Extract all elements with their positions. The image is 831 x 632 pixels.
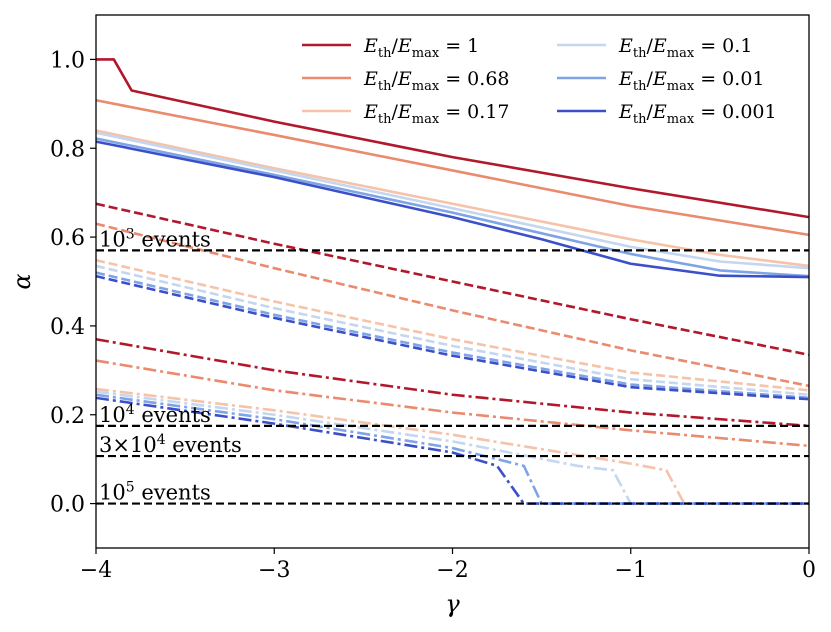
series-line-6-e-th-e-max-0-001-10-3-events bbox=[95, 140, 810, 279]
x-tick-label-5: 0 bbox=[802, 558, 816, 583]
series-line-18-e-th-e-max-0-001-10-5-events bbox=[95, 396, 809, 505]
legend: Eth/Emax = 1 Eth/Emax = 0.68 Eth/Emax = 0.… bbox=[302, 35, 777, 127]
x-tick-label-1: −4 bbox=[80, 558, 112, 583]
x-tick-label-3: −2 bbox=[436, 558, 468, 583]
ticks-layer: −4 −3 −2 −1 0 0.0 0.2 0.4 0.6 0.8 1.0 bbox=[50, 48, 816, 583]
series-line-7-e-th-e-max-1-10-4-events bbox=[95, 202, 810, 357]
legend-label-0-1: Eth/Emax = 0.1 bbox=[618, 35, 752, 61]
series-line-13-e-th-e-max-1-10-5-events bbox=[95, 337, 810, 428]
series-line-14-e-th-e-max-0-68-10-5-events bbox=[95, 359, 810, 448]
y-tick-label-3: 0.4 bbox=[50, 315, 85, 340]
legend-item-0-01: Eth/Emax = 0.01 bbox=[557, 68, 765, 94]
y-axis-label: α bbox=[8, 273, 36, 289]
y-tick-label-1: 0.0 bbox=[50, 493, 85, 518]
legend-item-0-001: Eth/Emax = 0.001 bbox=[557, 101, 777, 127]
x-axis-label: γ bbox=[445, 590, 460, 618]
threshold-label-4: 105 events bbox=[99, 480, 211, 505]
y-tick-label-4: 0.6 bbox=[50, 226, 85, 251]
series-line-9-e-th-e-max-0-17-10-4-events bbox=[95, 258, 810, 392]
series-line-12-e-th-e-max-0-001-10-4-events bbox=[95, 274, 810, 401]
series-line-4-e-th-e-max-0-1-10-3-events bbox=[95, 131, 810, 270]
series-line-5-e-th-e-max-0-01-10-3-events bbox=[95, 137, 810, 278]
series-line-10-e-th-e-max-0-1-10-4-events bbox=[95, 264, 810, 397]
legend-label-1: Eth/Emax = 1 bbox=[363, 35, 479, 61]
legend-item-0-1: Eth/Emax = 0.1 bbox=[557, 35, 752, 61]
series-line-1-e-th-e-max-1-10-3-events bbox=[96, 58, 810, 219]
threshold-label-1: 103 events bbox=[99, 226, 211, 251]
legend-item-0-17: Eth/Emax = 0.17 bbox=[302, 101, 510, 127]
legend-item-0-68: Eth/Emax = 0.68 bbox=[302, 68, 510, 94]
threshold-label-2: 104 events bbox=[99, 402, 211, 427]
x-tick-label-4: −1 bbox=[615, 558, 647, 583]
series-line-15-e-th-e-max-0-17-10-5-events bbox=[95, 387, 809, 505]
series-line-8-e-th-e-max-0-68-10-4-events bbox=[95, 222, 810, 388]
y-tick-label-2: 0.2 bbox=[50, 404, 85, 429]
series-layer bbox=[95, 58, 810, 505]
legend-item-1: Eth/Emax = 1 bbox=[302, 35, 479, 61]
y-tick-label-5: 0.8 bbox=[50, 137, 85, 162]
y-tick-label-6: 1.0 bbox=[50, 48, 85, 73]
legend-label-0-01: Eth/Emax = 0.01 bbox=[618, 68, 765, 94]
series-line-11-e-th-e-max-0-01-10-4-events bbox=[95, 271, 810, 400]
threshold-label-3: 3×104 events bbox=[99, 432, 242, 457]
series-line-3-e-th-e-max-0-17-10-3-events bbox=[95, 129, 810, 268]
series-line-2-e-th-e-max-0-68-10-3-events bbox=[95, 99, 810, 237]
threshold-layer: 103 events 104 events 3×104 events 105 even… bbox=[96, 226, 809, 505]
x-tick-label-2: −3 bbox=[258, 558, 290, 583]
legend-label-0-17: Eth/Emax = 0.17 bbox=[363, 101, 510, 127]
series-line-17-e-th-e-max-0-01-10-5-events bbox=[95, 393, 809, 505]
legend-label-0-68: Eth/Emax = 0.68 bbox=[363, 68, 510, 94]
legend-label-0-001: Eth/Emax = 0.001 bbox=[618, 101, 777, 127]
